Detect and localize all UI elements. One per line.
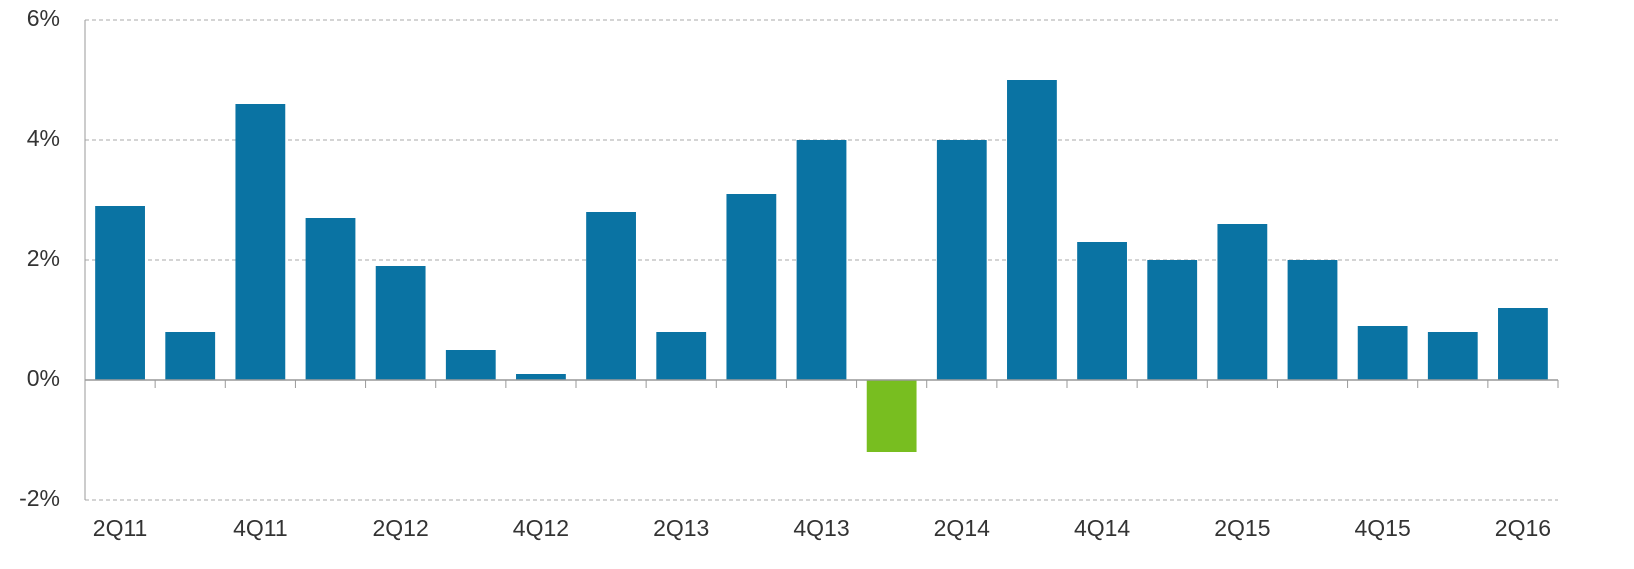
bar (305, 218, 356, 380)
bar (1007, 80, 1057, 380)
bar (445, 350, 496, 380)
y-tick-label: 6% (27, 5, 60, 31)
bar (165, 332, 216, 380)
bar (1217, 224, 1268, 380)
bar (586, 212, 636, 380)
bar (726, 194, 777, 380)
bar (1498, 308, 1548, 380)
x-tick-label: 4Q12 (513, 515, 569, 541)
x-tick-label: 4Q13 (793, 515, 849, 541)
bar (95, 206, 145, 380)
x-tick-label: 4Q11 (233, 515, 288, 541)
bar (1287, 260, 1338, 380)
bar (235, 104, 286, 380)
y-tick-label: 0% (27, 365, 60, 391)
bar (1357, 326, 1408, 380)
x-tick-label: 2Q12 (373, 515, 429, 541)
x-tick-label: 2Q14 (934, 515, 990, 541)
bar (936, 140, 987, 380)
y-tick-label: 4% (27, 125, 60, 151)
x-tick-label: 4Q15 (1355, 515, 1411, 541)
bar (516, 374, 566, 380)
bar (656, 332, 707, 380)
bar (1427, 332, 1478, 380)
bar (1147, 260, 1198, 380)
y-tick-label: 2% (27, 245, 60, 271)
bar (375, 266, 426, 380)
x-tick-label: 2Q13 (653, 515, 709, 541)
x-tick-label: 2Q15 (1214, 515, 1270, 541)
x-tick-label: 4Q14 (1074, 515, 1130, 541)
bar (796, 140, 847, 380)
bar (1077, 242, 1127, 380)
y-tick-label: -2% (19, 485, 60, 511)
bar (866, 380, 917, 452)
x-tick-label: 2Q11 (93, 515, 148, 541)
x-tick-label: 2Q16 (1495, 515, 1551, 541)
